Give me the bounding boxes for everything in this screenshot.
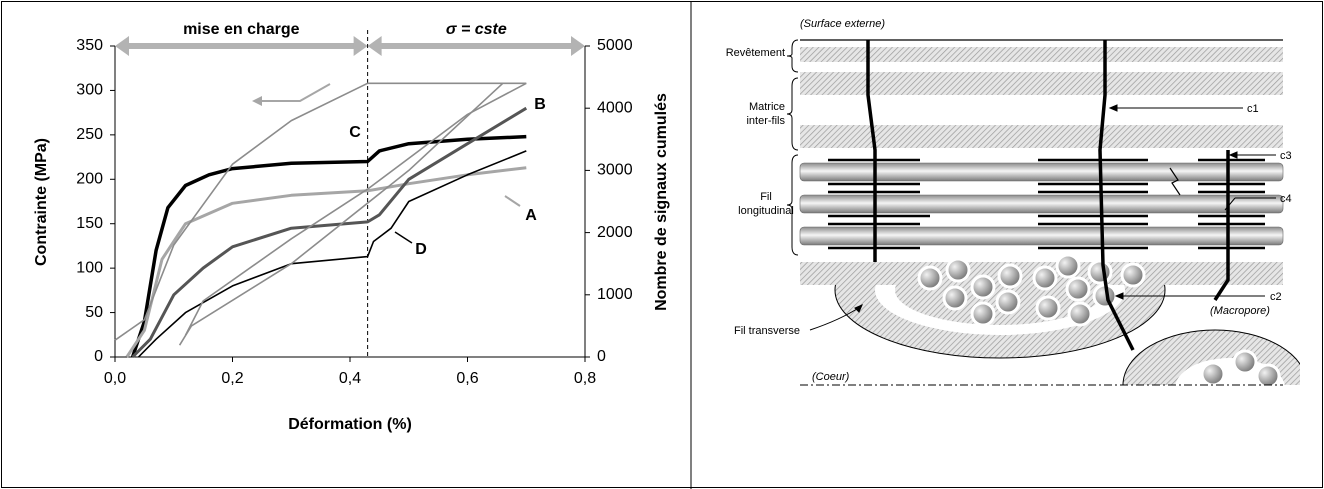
series-label: D (415, 241, 427, 258)
series-line (131, 106, 528, 359)
braces (786, 39, 799, 256)
macropore-label: (Macropore) (1210, 305, 1270, 317)
x-tick-label: 0,0 (104, 370, 126, 387)
y-tick-label: 50 (85, 304, 103, 321)
layer-label: Matrice (749, 101, 785, 113)
series-line (184, 82, 527, 336)
y2-tick-label: 0 (597, 348, 606, 365)
y-tick-label: 300 (76, 82, 103, 99)
y-tick-label: 250 (76, 126, 103, 143)
crack-label: c3 (1280, 150, 1292, 162)
y-tick-label: 350 (76, 37, 103, 54)
band (800, 72, 1283, 95)
band (800, 125, 1283, 148)
y2-tick-label: 2000 (597, 224, 633, 241)
band (800, 47, 1283, 62)
cracks (866, 40, 1230, 351)
y2-tick-label: 4000 (597, 99, 633, 116)
series-label: C (349, 124, 361, 141)
x-axis-title: Déformation (%) (288, 416, 412, 433)
y2-tick-label: 1000 (597, 286, 633, 303)
axis-hint-arrow (260, 83, 331, 102)
x-tick-label: 0,8 (574, 370, 596, 387)
layer-label: Revêtement (726, 47, 785, 59)
longitudinal-yarns (799, 158, 1284, 250)
diagram: (Surface externe) (726, 18, 1300, 389)
layer-label: Fil (760, 191, 772, 203)
series-line (114, 82, 527, 341)
series-label: A (525, 207, 537, 224)
series-line (125, 166, 527, 358)
series-label: B (534, 96, 546, 113)
y-tick-label: 200 (76, 171, 103, 188)
crack-label: c4 (1280, 193, 1292, 205)
y2-tick-label: 3000 (597, 162, 633, 179)
transverse-label: Fil transverse (734, 325, 800, 337)
x-tick-label: 0,2 (221, 370, 243, 387)
fibres (917, 253, 1281, 389)
core-label: (Coeur) (812, 371, 850, 383)
y-tick-label: 150 (76, 215, 103, 232)
x-tick-label: 0,4 (339, 370, 361, 387)
series-line (178, 82, 504, 346)
series-line (130, 134, 527, 358)
phase-label: mise en charge (183, 21, 300, 38)
leaders (809, 104, 1276, 331)
y2-axis-title: Nombre de signaux cumulés (653, 93, 670, 311)
y-axis-title: Contrainte (MPa) (33, 138, 50, 266)
layer-label: longitudinal (738, 205, 794, 217)
layer-label: inter-fils (746, 115, 785, 127)
y-tick-label: 100 (76, 259, 103, 276)
label-pointer (504, 195, 521, 207)
crack-label: c2 (1270, 291, 1282, 303)
phase-label: σ = cste (446, 21, 507, 38)
y2-tick-label: 5000 (597, 37, 633, 54)
crack-label: c1 (1247, 103, 1259, 115)
label-pointer (394, 231, 413, 244)
axis-hint-arrow-head (252, 96, 262, 106)
x-tick-label: 0,6 (456, 370, 478, 387)
series-line (137, 150, 527, 358)
chart: Déformation (%) Contrainte (MPa) Nombre … (33, 21, 670, 433)
y-tick-label: 0 (94, 348, 103, 365)
surface-label: (Surface externe) (800, 18, 885, 30)
